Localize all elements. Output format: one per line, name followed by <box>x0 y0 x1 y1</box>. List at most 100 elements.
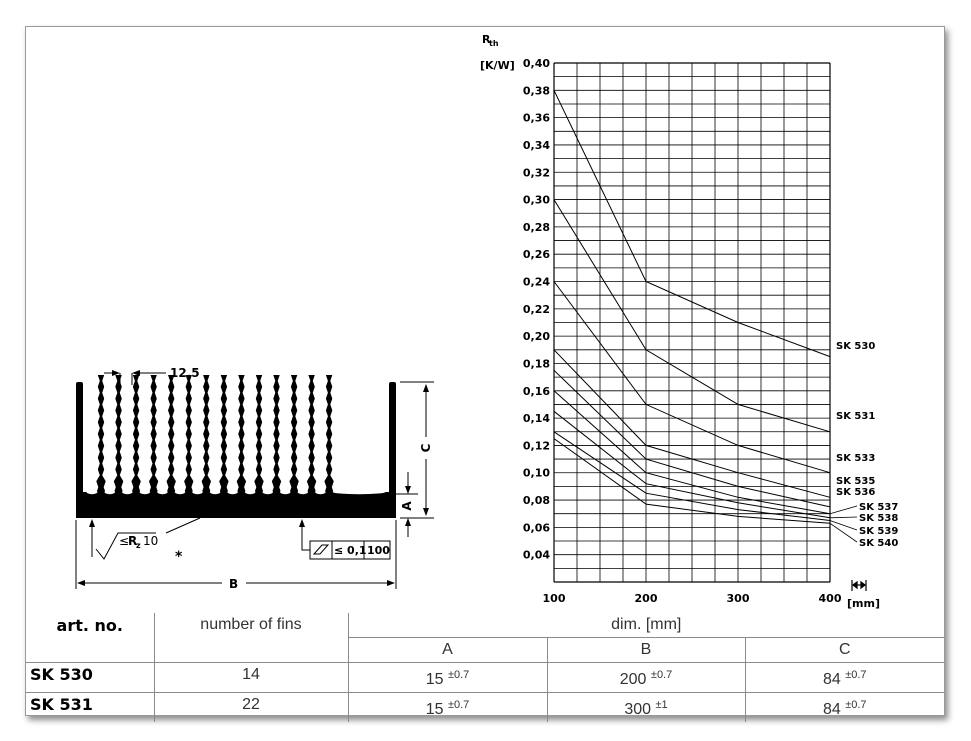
asterisk: * <box>175 549 183 565</box>
series-leader-line <box>829 520 858 531</box>
series-line-sk-535 <box>553 349 831 498</box>
series-label: SK 533 <box>836 453 875 464</box>
row-art-no: SK 531 <box>26 692 155 722</box>
heatsink-fin <box>306 375 317 493</box>
heatsink-fin <box>254 375 264 493</box>
fin-gap-fillet <box>174 489 186 495</box>
x-tick-label: 200 <box>635 592 658 605</box>
dim-a-label: A <box>400 501 414 511</box>
fin-gap-fillet <box>332 489 386 495</box>
row-art-no: SK 530 <box>26 662 155 693</box>
heatsink-fin <box>271 375 282 493</box>
heatsink-profile-drawing: 12,5 C A B ≤ R z 10 * ≤ 0,1 100 <box>75 366 434 591</box>
series-line-sk-533 <box>553 281 831 474</box>
fin-gap-fillet <box>122 489 133 495</box>
chart-grid <box>553 62 831 583</box>
y-tick-label: 0,14 <box>523 412 550 425</box>
y-tick-label: 0,12 <box>523 439 550 452</box>
thermal-resistance-chart: 0,40 0,38 0,36 0,34 0,32 0,30 0,28 0,26 0,24 0,22… <box>480 33 898 610</box>
series-label: SK 540 <box>859 538 898 549</box>
y-tick-label: 0,32 <box>523 166 550 179</box>
heatsink-fin <box>184 375 194 493</box>
y-tick-label: 0,38 <box>523 84 550 97</box>
roughness-value: 10 <box>143 534 158 548</box>
heatsink-fin <box>201 375 211 493</box>
fin-gap-fillet <box>157 489 168 495</box>
series-label: SK 537 <box>859 502 898 513</box>
row-fins: 22 <box>153 692 349 722</box>
y-tick-label: 0,10 <box>523 467 550 480</box>
table-row: SK 530 14 15 ±0.7 200 ±0.7 84 ±0.7 <box>26 662 945 693</box>
heatsink-wall <box>76 382 83 494</box>
x-tick-label: 100 <box>543 592 566 605</box>
flatness-value: ≤ 0,1 <box>334 544 367 557</box>
header-col-a: A <box>348 637 548 663</box>
y-tick-label: 0,34 <box>523 139 550 152</box>
length-icon <box>851 580 867 591</box>
y-axis-unit: [K/W] <box>480 59 515 72</box>
series-line-sk-538 <box>553 410 831 519</box>
specification-table: art. no. number of fins dim. [mm] A B C … <box>26 613 945 722</box>
header-col-b: B <box>546 637 746 663</box>
fin-gap-fillet <box>244 489 256 495</box>
header-art-no: art. no. <box>26 613 155 663</box>
fin-gap-fillet <box>104 489 116 495</box>
dimension-arrows <box>77 370 429 586</box>
y-tick-label: 0,28 <box>523 221 550 234</box>
heatsink-profile <box>76 375 396 518</box>
series-label: SK 536 <box>836 487 875 498</box>
row-dim-c: 84 ±0.7 <box>744 662 945 693</box>
fin-gap-fillet <box>315 489 326 495</box>
y-tick-labels: 0,40 0,38 0,36 0,34 0,32 0,30 0,28 0,26 0,24 0,22… <box>523 57 550 562</box>
heatsink-fin <box>324 375 334 493</box>
heatsink-fin <box>289 375 299 493</box>
row-dim-a: 15 ±0.7 <box>347 662 548 693</box>
row-dim-c: 84 ±0.7 <box>744 692 945 722</box>
header-number-of-fins: number of fins <box>153 613 349 663</box>
series-label: SK 535 <box>836 476 875 487</box>
y-tick-label: 0,16 <box>523 385 550 398</box>
y-axis-label-sub: th <box>489 39 499 48</box>
series-line-sk-531 <box>553 199 831 433</box>
series-line-sk-537 <box>553 390 831 515</box>
y-tick-label: 0,06 <box>523 521 550 534</box>
dim-c-label: C <box>419 443 433 452</box>
heatsink-wall <box>389 382 396 494</box>
fin-gap-fillet <box>86 489 98 495</box>
series-leader-line <box>829 516 858 519</box>
series-leader-line <box>829 505 858 515</box>
table-header-row: art. no. number of fins dim. [mm] <box>26 613 945 663</box>
fin-gap-fillet <box>297 489 309 495</box>
fin-gap-fillet <box>262 489 273 495</box>
y-tick-label: 0,26 <box>523 248 550 261</box>
y-tick-label: 0,22 <box>523 303 550 316</box>
y-tick-label: 0,18 <box>523 358 550 371</box>
y-tick-label: 0,30 <box>523 194 550 207</box>
datasheet: 12,5 C A B ≤ R z 10 * ≤ 0,1 100 0,40 0,38… <box>25 26 945 722</box>
x-tick-label: 400 <box>819 592 842 605</box>
fin-gap-fillet <box>280 489 291 495</box>
series-label: SK 538 <box>859 513 898 524</box>
row-dim-a: 15 ±0.7 <box>347 692 548 722</box>
series-line-sk-536 <box>553 369 831 508</box>
table-row: SK 531 22 15 ±0.7 300 ±1 84 ±0.7 <box>26 692 945 722</box>
heatsink-fin <box>131 375 141 493</box>
header-dim: dim. [mm] <box>347 613 945 638</box>
roughness-r: R <box>128 534 137 548</box>
roughness-le: ≤ <box>119 534 129 548</box>
series-line-sk-530 <box>553 90 831 358</box>
row-dim-b: 300 ±1 <box>546 692 746 722</box>
series-leader-line <box>829 522 858 543</box>
chart-series <box>553 90 858 543</box>
fin-gap-fillet <box>139 489 151 495</box>
flatness-length: 100 <box>367 544 390 557</box>
x-tick-label: 300 <box>727 592 750 605</box>
series-line-sk-540 <box>553 438 831 524</box>
y-tick-label: 0,24 <box>523 276 550 289</box>
y-tick-label: 0,08 <box>523 494 550 507</box>
y-tick-label: 0,04 <box>523 549 550 562</box>
fin-gap-fillet <box>209 489 221 495</box>
heatsink-fin <box>96 375 106 493</box>
heatsink-fin <box>236 375 247 493</box>
series-label: SK 530 <box>836 341 875 352</box>
